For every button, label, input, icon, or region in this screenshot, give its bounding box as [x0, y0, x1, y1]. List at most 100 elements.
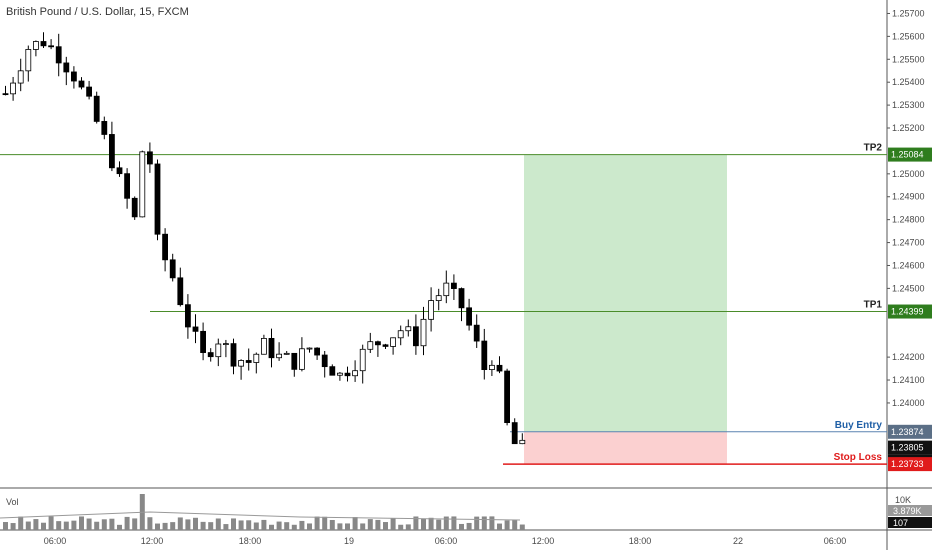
candle-body: [428, 300, 435, 320]
y-tick-label: 1.24800: [892, 215, 925, 225]
candle-body: [154, 163, 161, 235]
volume-bar: [94, 521, 100, 530]
volume-bar: [63, 521, 69, 530]
tp1-price-tag: 1.24399: [891, 307, 924, 317]
candle-body: [253, 353, 260, 363]
entry-price-tag: 1.23874: [891, 427, 924, 437]
volume-bar: [367, 519, 373, 530]
volume-bar: [101, 519, 107, 530]
candle-body: [488, 364, 495, 370]
y-tick-label: 1.25300: [892, 100, 925, 110]
volume-bar: [360, 523, 366, 530]
volume-bar: [383, 522, 388, 530]
volume-bar: [48, 516, 54, 530]
candle-body: [336, 372, 343, 376]
volume-bar: [147, 517, 153, 530]
volume-avg-tag: 107: [893, 518, 908, 528]
volume-bar: [253, 522, 259, 530]
candle-body: [329, 366, 336, 376]
volume-bar: [117, 524, 122, 530]
y-tick-label: 1.25600: [892, 31, 925, 41]
volume-bar: [162, 522, 168, 530]
candle-body: [397, 330, 404, 339]
volume-bar: [86, 518, 92, 530]
candle-body: [374, 341, 381, 346]
volume-bar: [314, 516, 320, 530]
candle-body: [344, 372, 351, 377]
volume-bar: [10, 523, 16, 530]
volume-bar: [276, 521, 282, 530]
candle-body: [25, 49, 32, 72]
candle-body: [367, 341, 374, 350]
volume-bar: [79, 516, 84, 530]
volume-bar: [269, 524, 274, 530]
volume-bar: [474, 516, 480, 530]
volume-bar: [132, 518, 138, 530]
candle-body: [200, 330, 207, 353]
candle-body: [48, 45, 54, 48]
candle-body: [519, 439, 526, 445]
candle-body: [162, 233, 169, 261]
candle-body: [504, 370, 511, 424]
volume-bar: [504, 520, 510, 530]
y-tick-label: 1.24500: [892, 283, 925, 293]
candle-body: [435, 295, 442, 302]
volume-bar: [185, 519, 191, 530]
candle-body: [291, 352, 298, 370]
volume-bar: [390, 518, 396, 530]
volume-bar: [261, 519, 267, 530]
candle-body: [458, 288, 465, 309]
volume-bar: [497, 523, 502, 530]
candle-body: [33, 41, 39, 50]
candle-body: [466, 307, 473, 326]
candle-body: [382, 344, 389, 347]
candle-body: [109, 134, 115, 169]
x-tick-label: 18:00: [629, 536, 652, 546]
stop-loss-label: Stop Loss: [834, 452, 883, 463]
y-tick-label: 1.25200: [892, 123, 925, 133]
volume-bar: [299, 520, 305, 530]
x-tick-label: 06:00: [435, 536, 458, 546]
profit-zone: [524, 154, 727, 432]
tp1-label: TP1: [864, 300, 883, 311]
volume-ma-line: [0, 511, 521, 521]
stop-loss-price-tag: 1.23733: [891, 459, 924, 469]
tp2-price-tag-bg: [888, 147, 932, 162]
volume-bar: [489, 516, 495, 530]
candle-body: [169, 259, 176, 279]
volume-bar: [466, 522, 472, 530]
candle-body: [298, 348, 305, 370]
candle-body: [116, 167, 123, 175]
candle-body: [55, 46, 62, 64]
volume-bar: [3, 522, 8, 530]
volume-bar: [512, 520, 518, 530]
tp2-label: TP2: [864, 143, 883, 154]
volume-bar: [170, 522, 176, 530]
volume-current-tag: 3.879K: [893, 506, 922, 516]
y-tick-label: 1.24000: [892, 398, 925, 408]
volume-bar: [238, 520, 244, 530]
volume-bar: [421, 518, 426, 530]
volume-bar: [451, 516, 457, 530]
candle-body: [40, 41, 47, 47]
current-price-tag-bg: [888, 440, 932, 455]
candle-body: [283, 352, 290, 355]
y-tick-label: 1.25500: [892, 54, 925, 64]
candle-body: [412, 326, 419, 347]
candle-body: [78, 80, 85, 88]
candle-body: [276, 353, 283, 359]
candle-body: [146, 151, 153, 165]
candle-body: [443, 282, 450, 297]
candle-body: [71, 71, 77, 82]
volume-bar: [337, 523, 343, 530]
volume-bar: [109, 518, 115, 530]
candle-body: [314, 347, 321, 356]
volume-bar: [345, 523, 350, 530]
candle-body: [192, 326, 199, 332]
candle-body: [222, 343, 229, 346]
tp2-price-tag: 1.25084: [891, 150, 924, 160]
candle-body: [390, 337, 397, 347]
volume-bar: [443, 516, 449, 530]
candle-body: [207, 352, 214, 358]
